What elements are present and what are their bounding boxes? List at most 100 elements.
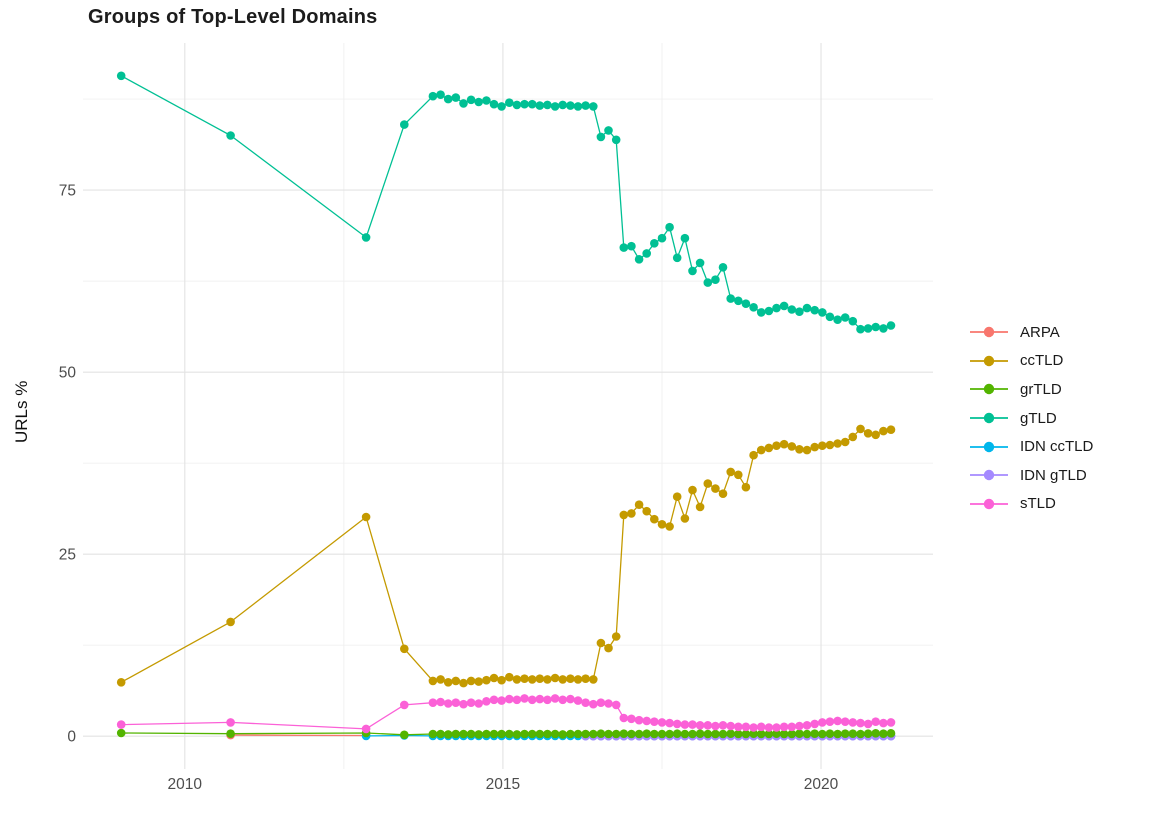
data-point-cctld (482, 675, 491, 685)
data-point-cctld (787, 442, 797, 451)
data-point-cctld (825, 440, 835, 450)
data-point-grtld (856, 729, 865, 739)
data-point-gtld (688, 266, 697, 276)
data-point-cctld (550, 673, 560, 683)
data-point-gtld (543, 100, 552, 110)
data-point-stld (573, 696, 583, 705)
data-point-grtld (527, 729, 537, 739)
data-point-stld (459, 699, 468, 709)
data-point-gtld (779, 301, 789, 311)
data-point-grtld (589, 729, 598, 739)
data-point-stld (527, 695, 537, 705)
data-point-stld (886, 718, 896, 727)
data-point-gtld (840, 313, 850, 322)
data-point-stld (650, 717, 659, 726)
data-point-grtld (825, 729, 835, 738)
data-point-stld (466, 698, 476, 707)
data-point-grtld (718, 729, 728, 739)
data-point-cctld (795, 445, 804, 454)
data-point-gtld (642, 249, 651, 258)
legend-label: ccTLD (1020, 352, 1064, 370)
data-point-cctld (634, 500, 644, 510)
data-point-stld (772, 723, 781, 732)
data-point-cctld (772, 441, 781, 451)
data-point-grtld (566, 729, 575, 739)
data-point-cctld (642, 506, 651, 516)
data-point-cctld (611, 632, 621, 641)
data-point-gtld (680, 233, 690, 243)
data-point-gtld (726, 294, 735, 303)
x-tick-label: 2015 (486, 776, 520, 793)
legend-key-dot (983, 498, 995, 510)
data-point-cctld (627, 509, 636, 518)
data-point-stld (566, 694, 575, 704)
data-point-grtld (795, 729, 804, 738)
legend-key-dot (983, 412, 995, 424)
data-point-cctld (116, 678, 126, 687)
data-point-gtld (802, 303, 812, 313)
data-point-grtld (226, 729, 235, 738)
data-point-cctld (726, 467, 735, 477)
data-point-cctld (840, 437, 850, 447)
data-point-grtld (558, 730, 567, 739)
data-point-stld (848, 718, 858, 727)
data-point-stld (818, 718, 827, 727)
data-point-stld (226, 718, 235, 727)
data-point-grtld (436, 729, 445, 739)
data-point-grtld (810, 729, 819, 738)
data-point-gtld (482, 96, 491, 105)
data-point-grtld (520, 729, 529, 739)
data-point-gtld (558, 100, 567, 110)
data-point-stld (688, 720, 697, 729)
data-point-gtld (589, 102, 598, 111)
data-point-gtld (550, 102, 560, 111)
data-point-cctld (596, 638, 606, 648)
data-point-cctld (680, 514, 690, 523)
data-point-gtld (787, 305, 797, 314)
data-point-gtld (871, 322, 880, 332)
legend-key-icon (970, 470, 1008, 481)
data-point-stld (474, 699, 484, 708)
data-point-cctld (566, 674, 575, 683)
data-point-stld (756, 722, 766, 732)
legend-label: IDN ccTLD (1020, 438, 1094, 456)
data-point-grtld (764, 729, 774, 739)
data-point-gtld (634, 254, 644, 264)
data-point-stld (558, 695, 567, 705)
data-point-cctld (520, 674, 529, 683)
data-point-gtld (474, 97, 484, 107)
data-point-gtld (879, 324, 888, 333)
data-point-stld (634, 715, 644, 725)
data-point-gtld (734, 296, 743, 306)
data-point-stld (535, 694, 545, 704)
legend-key-dot (983, 327, 995, 338)
data-point-cctld (361, 512, 371, 522)
data-point-stld (695, 721, 705, 730)
data-point-gtld (665, 222, 674, 232)
data-point-gtld (810, 305, 819, 315)
chart-title: Groups of Top-Level Domains (88, 6, 378, 28)
data-point-stld (863, 719, 873, 729)
data-point-cctld (810, 442, 819, 452)
data-point-stld (871, 717, 880, 726)
data-point-gtld (833, 315, 842, 325)
data-point-grtld (459, 729, 468, 739)
data-point-grtld (428, 729, 438, 739)
data-point-cctld (466, 676, 476, 686)
data-point-cctld (863, 429, 873, 438)
data-point-gtld (818, 308, 827, 317)
legend-key-dot (983, 470, 995, 481)
data-point-gtld (520, 99, 529, 109)
data-point-stld (833, 716, 842, 726)
data-point-grtld (695, 729, 705, 738)
data-point-cctld (589, 675, 598, 684)
data-point-cctld (512, 675, 522, 684)
data-point-grtld (726, 729, 735, 738)
legend-label: sTLD (1020, 495, 1056, 513)
data-point-stld (436, 697, 445, 707)
data-point-gtld (756, 308, 766, 317)
data-point-stld (520, 694, 529, 703)
data-point-cctld (703, 479, 713, 488)
data-point-cctld (833, 439, 842, 448)
